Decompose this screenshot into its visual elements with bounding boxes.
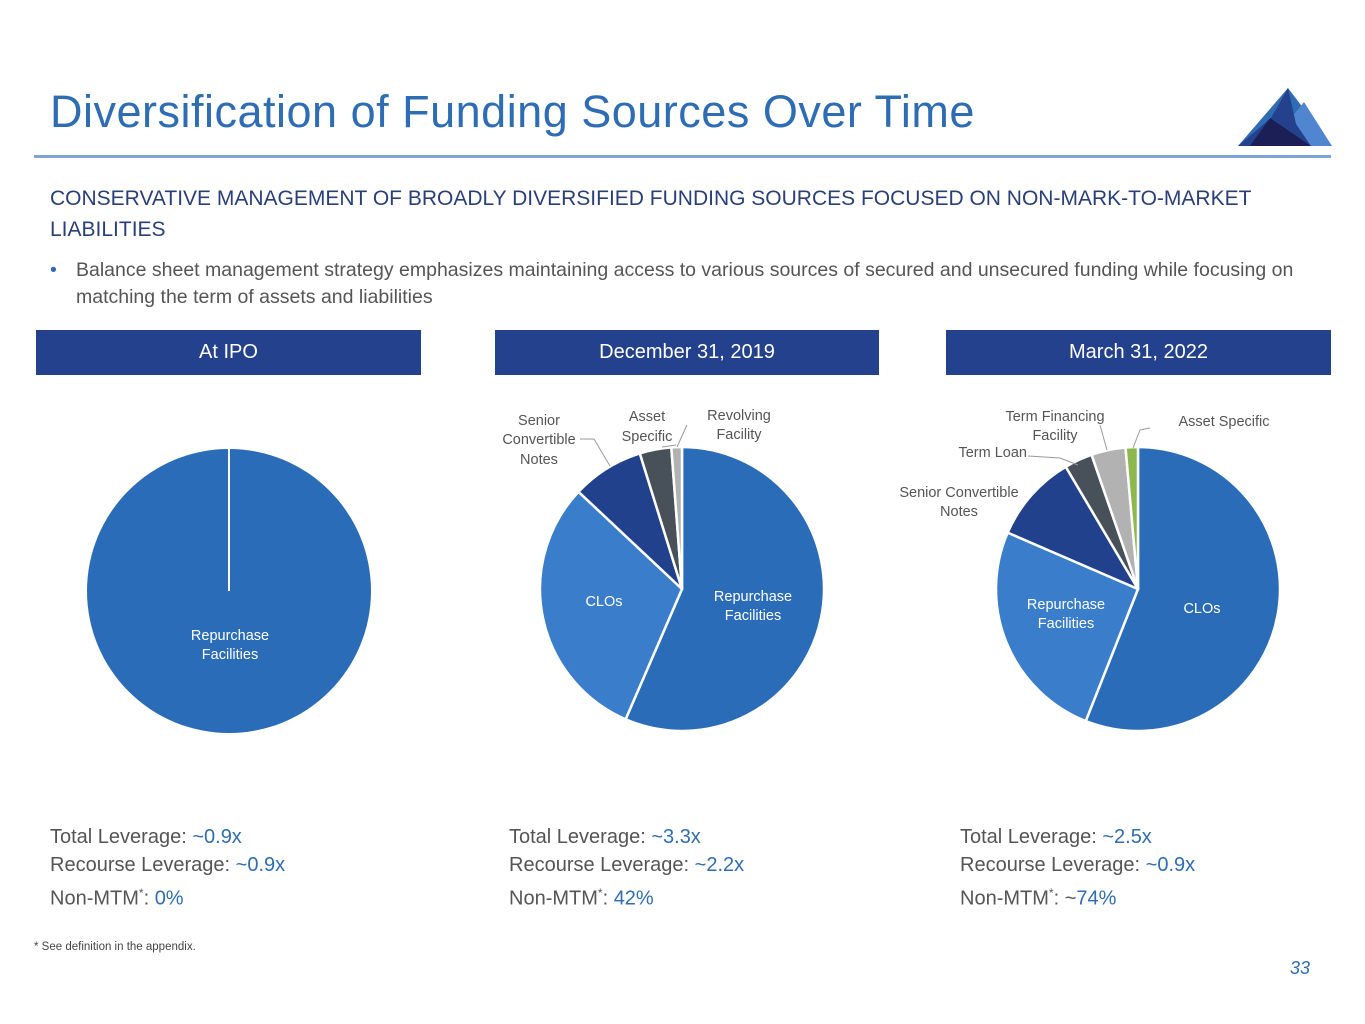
stat-value: ~2.5x bbox=[1102, 826, 1152, 848]
pie-label-scn-2019-3: Notes bbox=[520, 452, 558, 468]
pie-chart-2019 bbox=[538, 445, 826, 733]
leader-line-termloan-2022 bbox=[1027, 455, 1079, 466]
pie-label-termloan-2022: Term Loan bbox=[958, 445, 1027, 461]
page-title: Diversification of Funding Sources Over … bbox=[50, 86, 975, 137]
pie-label-clos-2019: CLOs bbox=[585, 594, 622, 610]
stat-value: ~0.9x bbox=[235, 854, 286, 876]
stats-2019: Total Leverage: ~3.3x Recourse Leverage:… bbox=[509, 823, 744, 913]
stat-label: Recourse Leverage: bbox=[509, 854, 695, 876]
pie-chart-ipo bbox=[87, 449, 371, 733]
pie-label-repurchase-2022-2: Facilities bbox=[1038, 616, 1094, 632]
pie-chart-2022 bbox=[994, 445, 1282, 733]
stat-sep: : bbox=[1053, 887, 1065, 910]
pie-slice-repurchase-facilities bbox=[624, 445, 826, 733]
page-number: 33 bbox=[1290, 958, 1311, 978]
pie-label-tff-2022: Term Financing bbox=[1005, 409, 1104, 425]
stat-label: Total Leverage: bbox=[509, 826, 652, 848]
stat-value: ~2.2x bbox=[694, 854, 745, 876]
leader-line-rev-2019 bbox=[676, 424, 688, 448]
pie-label-scn-2022-2: Notes bbox=[940, 504, 978, 520]
footnote-marker: * bbox=[597, 886, 603, 900]
column-header-2022: March 31, 2022 bbox=[946, 330, 1331, 375]
pie-slice-clos bbox=[538, 490, 684, 721]
pie-slice-asset-specific bbox=[1124, 445, 1140, 591]
stat-sep: : bbox=[143, 887, 155, 910]
pie-label-scn-2022: Senior Convertible bbox=[899, 485, 1018, 501]
stat-total-leverage: Total Leverage: ~2.5x bbox=[960, 823, 1195, 851]
pie-label-repurchase-2019-2: Facilities bbox=[725, 608, 781, 624]
pie-label-scn-2019: Senior bbox=[518, 413, 560, 429]
stat-non-mtm: Non-MTM*: 42% bbox=[509, 879, 744, 913]
stat-label: Total Leverage: bbox=[50, 826, 193, 848]
title-rule bbox=[34, 155, 1331, 158]
stat-label: Recourse Leverage: bbox=[960, 854, 1146, 876]
pie-label-repurchase-ipo: Repurchase bbox=[191, 628, 269, 644]
stat-recourse-leverage: Recourse Leverage: ~0.9x bbox=[50, 851, 285, 879]
mountain-logo-icon bbox=[1238, 88, 1332, 146]
stat-prefix: ~ bbox=[1064, 887, 1077, 910]
pie-label-rev-2019: Revolving bbox=[707, 408, 771, 424]
stat-value: 74% bbox=[1076, 887, 1117, 910]
stat-label: Recourse Leverage: bbox=[50, 854, 236, 876]
pie-label-clos-2022: CLOs bbox=[1183, 601, 1220, 617]
subheading: CONSERVATIVE MANAGEMENT OF BROADLY DIVER… bbox=[50, 187, 1252, 241]
stat-recourse-leverage: Recourse Leverage: ~2.2x bbox=[509, 851, 744, 879]
stat-non-mtm: Non-MTM*: 0% bbox=[50, 879, 285, 913]
bullet-marker: • bbox=[50, 259, 57, 281]
leader-line-scn-2019 bbox=[580, 438, 611, 467]
pie-slice-clos bbox=[1084, 445, 1282, 733]
pie-label-asset-2022: Asset Specific bbox=[1178, 414, 1269, 430]
leader-line-asset-2019 bbox=[661, 444, 677, 448]
footnote-marker: * bbox=[138, 886, 144, 900]
pie-label-asset-2019-2: Specific bbox=[622, 429, 673, 445]
bullet-item: • Balance sheet management strategy emph… bbox=[50, 257, 1330, 311]
stat-non-mtm: Non-MTM*: ~74% bbox=[960, 879, 1195, 913]
footnote: * See definition in the appendix. bbox=[34, 941, 196, 953]
leader-line-tff-2022 bbox=[1099, 424, 1108, 451]
stat-value: ~0.9x bbox=[1145, 854, 1196, 876]
pie-label-scn-2019-2: Convertible bbox=[502, 432, 575, 448]
stat-value: ~0.9x bbox=[192, 826, 242, 848]
pie-label-rev-2019-2: Facility bbox=[716, 427, 762, 443]
leader-line-asset-2022 bbox=[1132, 427, 1151, 449]
pie-label-repurchase-2022: Repurchase bbox=[1027, 597, 1105, 613]
column-header-2019: December 31, 2019 bbox=[495, 330, 879, 375]
stat-label: Non-MTM bbox=[50, 887, 139, 910]
pie-slice-revolving-facility bbox=[670, 445, 684, 591]
stat-label: Non-MTM bbox=[509, 887, 598, 910]
stat-total-leverage: Total Leverage: ~0.9x bbox=[50, 823, 285, 851]
pie-slice-senior-convertible-notes bbox=[1006, 465, 1140, 591]
pie-slice-repurchase-facilities bbox=[994, 531, 1140, 723]
pie-charts: Repurchase Facilities Repurchase Facilit… bbox=[87, 408, 1282, 733]
stat-label: Non-MTM bbox=[960, 887, 1049, 910]
stats-ipo: Total Leverage: ~0.9x Recourse Leverage:… bbox=[50, 823, 285, 913]
stats-2022: Total Leverage: ~2.5x Recourse Leverage:… bbox=[960, 823, 1195, 913]
stat-value: ~3.3x bbox=[651, 826, 701, 848]
stat-recourse-leverage: Recourse Leverage: ~0.9x bbox=[960, 851, 1195, 879]
bullet-text: Balance sheet management strategy emphas… bbox=[76, 259, 1294, 308]
stat-total-leverage: Total Leverage: ~3.3x bbox=[509, 823, 744, 851]
pie-label-tff-2022-2: Facility bbox=[1032, 428, 1078, 444]
pie-label-repurchase-2019: Repurchase bbox=[714, 589, 792, 605]
footnote-marker: * bbox=[1048, 886, 1054, 900]
stat-label: Total Leverage: bbox=[960, 826, 1103, 848]
stat-value: 0% bbox=[154, 887, 184, 910]
pie-label-asset-2019: Asset bbox=[629, 409, 665, 425]
column-header-ipo: At IPO bbox=[36, 330, 421, 375]
pie-label-repurchase-ipo-2: Facilities bbox=[202, 647, 258, 663]
stat-value: 42% bbox=[613, 887, 654, 910]
stat-sep: : bbox=[602, 887, 614, 910]
